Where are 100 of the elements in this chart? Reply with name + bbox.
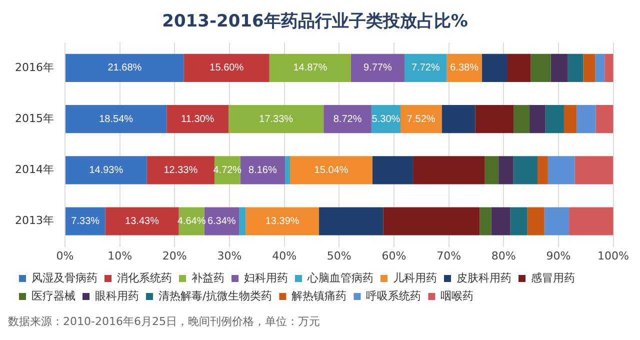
bar (65, 156, 147, 184)
bar (583, 54, 596, 82)
legend-label: 儿科用药 (393, 271, 437, 284)
bar (239, 207, 246, 236)
bar (491, 207, 510, 236)
bar (404, 54, 447, 82)
bar (228, 105, 324, 134)
bar (568, 54, 584, 82)
y-tick-label: 2015年 (14, 112, 54, 125)
data-label: 18.54% (99, 114, 134, 125)
data-label: 17.33% (259, 114, 294, 125)
legend-label: 眼科用药 (95, 289, 139, 302)
bar (372, 156, 414, 184)
data-label: 7.33% (71, 216, 100, 227)
x-tick-label: 60% (382, 249, 406, 262)
data-label: 7.52% (406, 114, 436, 125)
bar (510, 207, 528, 236)
data-label: 11.30% (181, 114, 214, 125)
data-label: 8.72% (333, 114, 362, 125)
bar (204, 207, 240, 236)
legend-label: 咽喉药 (440, 289, 474, 302)
bar (105, 207, 179, 236)
data-label: 6.38% (450, 62, 479, 74)
data-label: 7.72% (411, 62, 440, 74)
data-label: 13.39% (265, 216, 300, 227)
bar (324, 105, 372, 134)
bar (576, 105, 596, 134)
bar (498, 156, 514, 184)
bar (507, 54, 531, 82)
bar (596, 105, 614, 134)
legend-label: 消化系统药 (117, 271, 172, 284)
bar (240, 156, 286, 184)
legend-label: 心脑血管病药 (306, 271, 374, 284)
bar (400, 105, 442, 134)
bar (383, 207, 480, 236)
bar (574, 156, 614, 184)
bar (595, 54, 605, 82)
x-tick-label: 30% (217, 249, 242, 262)
x-tick-label: 90% (546, 249, 571, 262)
legend-label: 感冒用药 (531, 271, 575, 284)
bar (269, 54, 351, 82)
x-tick-label: 0% (56, 249, 74, 262)
x-tick-label: 20% (162, 249, 187, 262)
data-label: 14.93% (89, 164, 124, 176)
x-tick-label: 70% (436, 249, 462, 262)
chart-title: 2013-2016年药品行业子类投放占比% (162, 12, 468, 32)
bar (184, 54, 270, 82)
bar (548, 156, 575, 184)
bar (564, 105, 577, 134)
legend-label: 皮肤科用药 (456, 271, 512, 284)
data-label: 21.68% (108, 62, 142, 74)
data-label: 12.33% (164, 164, 198, 176)
y-tick-label: 2013年 (14, 214, 54, 228)
x-tick-label: 50% (326, 249, 352, 262)
bar (146, 156, 214, 184)
bar (290, 156, 372, 184)
bar (527, 207, 544, 236)
data-label: 14.87% (293, 62, 328, 74)
bar (475, 105, 514, 134)
legend-label: 补益药 (192, 271, 224, 284)
bar (442, 105, 476, 134)
bar (604, 54, 614, 82)
legend-label: 呼吸系统药 (366, 289, 422, 302)
bar (65, 207, 106, 236)
bar (538, 156, 548, 184)
bar (350, 54, 404, 82)
data-label: 13.43% (125, 216, 160, 227)
bar (65, 105, 167, 134)
legend-label: 清热解毒/抗微生物类药 (158, 289, 272, 302)
data-label: 15.04% (314, 164, 348, 176)
bar (569, 207, 614, 236)
bar (65, 54, 184, 82)
data-label: 6.34% (207, 216, 236, 227)
legend-label: 解热镇痛药 (292, 289, 347, 302)
data-label: 9.77% (364, 62, 392, 74)
bar (285, 156, 290, 184)
bar (530, 54, 551, 82)
data-label: 8.16% (248, 164, 277, 176)
bar (482, 54, 508, 82)
x-tick-label: 40% (272, 249, 297, 262)
bar (480, 207, 492, 236)
x-tick-label: 10% (108, 249, 132, 262)
x-tick-label: 100% (598, 249, 630, 262)
bar (319, 207, 384, 236)
bar (166, 105, 229, 134)
legend-label: 医疗器械 (32, 289, 76, 302)
source-note: 数据来源：2010-2016年6月25日，晚间刊例价格，单位：万元 (8, 314, 321, 329)
legend-label: 风湿及骨病药 (32, 271, 98, 284)
bar (545, 105, 564, 134)
x-tick-label: 80% (491, 249, 516, 262)
bar (513, 156, 538, 184)
bar (246, 207, 320, 236)
bar (514, 105, 530, 134)
bar (484, 156, 499, 184)
bar (529, 105, 546, 134)
y-tick-label: 2014年 (14, 163, 54, 176)
bar (550, 54, 568, 82)
bar (544, 207, 570, 236)
bar (413, 156, 485, 184)
y-tick-label: 2016年 (14, 60, 54, 74)
